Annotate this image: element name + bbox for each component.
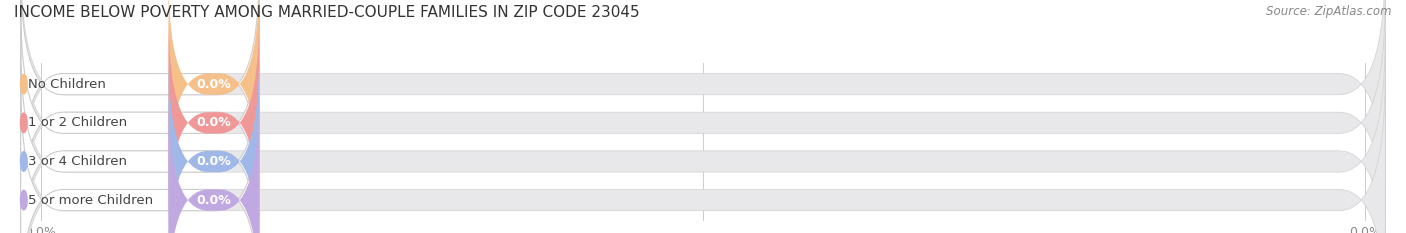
Circle shape xyxy=(21,74,27,94)
FancyBboxPatch shape xyxy=(21,37,1385,233)
FancyBboxPatch shape xyxy=(21,75,1385,233)
Circle shape xyxy=(21,190,27,210)
FancyBboxPatch shape xyxy=(21,87,259,233)
Text: 5 or more Children: 5 or more Children xyxy=(28,194,153,207)
Text: 1 or 2 Children: 1 or 2 Children xyxy=(28,116,127,129)
Circle shape xyxy=(21,152,27,171)
Text: 0.0%: 0.0% xyxy=(197,155,231,168)
FancyBboxPatch shape xyxy=(169,17,259,228)
Text: 0.0%: 0.0% xyxy=(197,78,231,91)
FancyBboxPatch shape xyxy=(169,0,259,189)
FancyBboxPatch shape xyxy=(21,0,1385,209)
Text: INCOME BELOW POVERTY AMONG MARRIED-COUPLE FAMILIES IN ZIP CODE 23045: INCOME BELOW POVERTY AMONG MARRIED-COUPL… xyxy=(14,5,640,20)
FancyBboxPatch shape xyxy=(169,56,259,233)
Text: 0.0%: 0.0% xyxy=(197,194,231,207)
FancyBboxPatch shape xyxy=(169,95,259,233)
FancyBboxPatch shape xyxy=(21,48,259,233)
FancyBboxPatch shape xyxy=(21,10,259,233)
FancyBboxPatch shape xyxy=(21,0,259,197)
Circle shape xyxy=(21,113,27,133)
Text: 3 or 4 Children: 3 or 4 Children xyxy=(28,155,127,168)
FancyBboxPatch shape xyxy=(21,0,1385,233)
Text: 0.0%: 0.0% xyxy=(197,116,231,129)
Text: No Children: No Children xyxy=(28,78,105,91)
Text: Source: ZipAtlas.com: Source: ZipAtlas.com xyxy=(1267,5,1392,18)
